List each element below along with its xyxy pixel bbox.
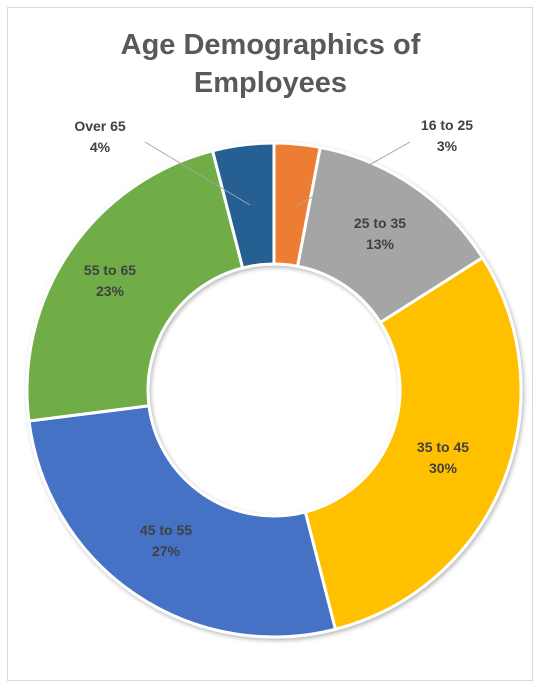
leader-line-over-65 xyxy=(144,141,251,206)
leader-line-16-to-25 xyxy=(297,141,411,206)
data-label-45-to-55: 45 to 55 xyxy=(140,522,192,538)
chart-title-line-2: Employees xyxy=(193,67,348,99)
slice-over-65 xyxy=(211,141,276,270)
data-label-55-to-65: 55 to 65 xyxy=(84,262,136,278)
doughnut-ring xyxy=(25,141,523,639)
slice-45-to-55 xyxy=(27,404,337,639)
data-value-45-to-55: 27% xyxy=(152,543,181,559)
data-label-25-to-35: 25 to 35 xyxy=(354,215,406,231)
data-value-25-to-35: 13% xyxy=(366,236,395,252)
data-label-over-65: Over 65 xyxy=(74,118,126,134)
data-value-35-to-45: 30% xyxy=(429,460,458,476)
slice-35-to-45 xyxy=(303,256,523,631)
chart-title-line-1: Age Demographics of xyxy=(120,29,421,61)
slice-55-to-65 xyxy=(25,149,245,423)
data-value-55-to-65: 23% xyxy=(96,283,125,299)
data-label-16-to-25: 16 to 25 xyxy=(421,117,473,133)
data-value-16-to-25: 3% xyxy=(437,138,458,154)
data-value-over-65: 4% xyxy=(90,139,111,155)
data-label-35-to-45: 35 to 45 xyxy=(417,439,469,455)
chart-title: Age Demographics of Employees xyxy=(0,26,541,102)
